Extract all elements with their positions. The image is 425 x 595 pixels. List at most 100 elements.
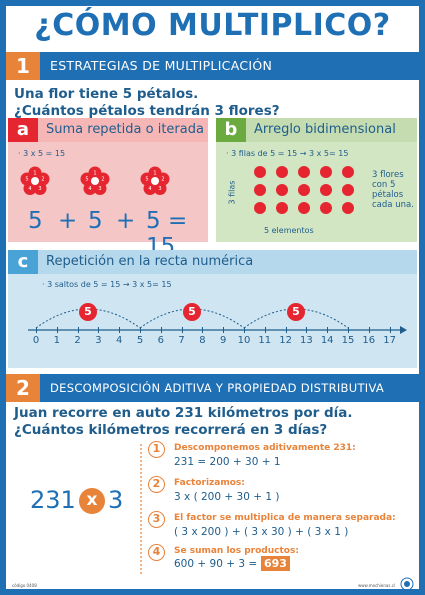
- jump-marker: 5: [79, 303, 97, 321]
- array-dot: [254, 166, 266, 178]
- multiplicand: 231: [30, 486, 76, 514]
- sum-term: 5: [28, 208, 43, 234]
- array-dot: [254, 202, 266, 214]
- number-line-label: 11: [258, 335, 272, 346]
- step-title: Factorizamos:: [174, 478, 245, 488]
- section1-question-2: ¿Cuántos pétalos tendrán 3 flores?: [14, 103, 280, 119]
- number-line-label: 5: [136, 335, 144, 346]
- sum-plus: +: [116, 208, 136, 234]
- svg-text:1: 1: [93, 171, 96, 177]
- panel-c-letter: c: [8, 250, 38, 274]
- array-dot: [254, 184, 266, 196]
- array-dot: [342, 184, 354, 196]
- step-expression: ( 3 x 200 ) + ( 3 x 30 ) + ( 3 x 1 ): [174, 526, 349, 538]
- step-title: Descomponemos aditivamente 231:: [174, 443, 356, 453]
- number-line-label: 3: [95, 335, 102, 346]
- section1-question-1: Una flor tiene 5 pétalos.: [14, 86, 199, 102]
- step-title: El factor se multiplica de manera separa…: [174, 513, 396, 523]
- number-line-tick: [181, 327, 183, 333]
- number-line-tick: [223, 327, 225, 333]
- panel-a-label: Suma repetida o iterada: [46, 122, 204, 137]
- number-line-label: 8: [199, 335, 206, 346]
- section2-question-1: Juan recorre en auto 231 kilómetros por …: [14, 405, 353, 421]
- number-line-label: 4: [116, 335, 123, 346]
- jump-marker: 5: [287, 303, 305, 321]
- svg-text:4: 4: [28, 186, 31, 192]
- page-title: ¿CÓMO MULTIPLICO?: [34, 8, 391, 43]
- final-result: 693: [261, 556, 290, 571]
- section2-header: 2 DESCOMPOSICIÓN ADITIVA Y PROPIEDAD DIS…: [6, 374, 419, 402]
- array-dot: [298, 184, 310, 196]
- number-line-tick: [389, 327, 391, 333]
- svg-text:5: 5: [85, 177, 88, 183]
- sum-plus: +: [58, 208, 78, 234]
- times-sign: x: [79, 488, 105, 514]
- cols-label: 5 elementos: [264, 226, 314, 235]
- panel-a-letter: a: [8, 118, 38, 142]
- svg-text:3: 3: [38, 186, 41, 192]
- panel-c: c Repetición en la recta numérica · 3 sa…: [8, 250, 417, 368]
- panel-c-label: Repetición en la recta numérica: [46, 254, 254, 269]
- section2-question-2: ¿Cuántos kilómetros recorrerá en 3 días?: [14, 422, 328, 438]
- array-dot: [298, 166, 310, 178]
- array-dot: [342, 166, 354, 178]
- rows-label: 3 filas: [227, 180, 237, 205]
- svg-text:4: 4: [88, 186, 91, 192]
- array-dot: [320, 166, 332, 178]
- panel-a-formula: · 3 x 5 = 15: [18, 149, 66, 158]
- number-line-label: 15: [341, 335, 355, 346]
- number-line-tick: [244, 327, 245, 333]
- dotted-connector: [140, 444, 142, 576]
- array-dot: [276, 166, 288, 178]
- number-line-tick: [327, 327, 329, 333]
- number-line-tick: [368, 327, 370, 333]
- array-dot: [342, 202, 354, 214]
- number-line-tick: [306, 327, 308, 333]
- step-title: Se suman los productos:: [174, 546, 299, 556]
- jump-marker: 5: [183, 303, 201, 321]
- array-note: 3 flores con 5 pétalos cada una.: [372, 170, 414, 210]
- flower-icon: 123 45: [20, 166, 50, 195]
- number-line-arcs: [28, 308, 407, 334]
- step-expression: 3 x ( 200 + 30 + 1 ): [174, 491, 280, 503]
- array-dot: [320, 184, 332, 196]
- svg-text:1: 1: [33, 171, 36, 177]
- panel-c-formula: · 3 saltos de 5 = 15 → 3 x 5= 15: [42, 280, 172, 289]
- sum-term: 5: [88, 208, 103, 234]
- number-line-tick: [202, 327, 204, 333]
- number-line-tick: [348, 327, 349, 333]
- svg-text:3: 3: [158, 186, 161, 192]
- step-number: 1: [148, 441, 165, 458]
- number-line-label: 14: [320, 335, 334, 346]
- number-line-label: 16: [362, 335, 376, 346]
- panel-b: b Arreglo bidimensional · 3 filas de 5 =…: [216, 118, 417, 242]
- step-number: 3: [148, 511, 165, 528]
- number-line-label: 9: [220, 335, 227, 346]
- number-line-tick: [36, 327, 37, 333]
- number-line-tick: [285, 327, 287, 333]
- array-dot: [320, 202, 332, 214]
- number-line-tick: [77, 327, 79, 333]
- number-line-label: 0: [32, 335, 40, 346]
- flower-icon: 123 45: [80, 166, 110, 195]
- section2-title: DESCOMPOSICIÓN ADITIVA Y PROPIEDAD DISTR…: [50, 381, 385, 395]
- number-line-label: 1: [53, 335, 60, 346]
- section1-number: 1: [6, 52, 40, 80]
- number-line-label: 2: [74, 335, 81, 346]
- array-dot: [276, 202, 288, 214]
- number-line-tick: [140, 327, 141, 333]
- svg-text:3: 3: [98, 186, 101, 192]
- step-number: 2: [148, 476, 165, 493]
- section1-header: 1 ESTRATEGIAS DE MULTIPLICACIÓN: [6, 52, 419, 80]
- flower-icon: 123 45: [140, 166, 170, 195]
- panel-b-letter: b: [216, 118, 246, 142]
- number-line-label: 13: [300, 335, 313, 346]
- number-line-tick: [119, 327, 121, 333]
- svg-text:5: 5: [25, 177, 28, 183]
- svg-text:5: 5: [145, 177, 148, 183]
- number-line-label: 7: [178, 335, 185, 346]
- svg-text:2: 2: [101, 177, 104, 183]
- section1-title: ESTRATEGIAS DE MULTIPLICACIÓN: [50, 58, 273, 73]
- publisher-logo-icon: [400, 577, 414, 591]
- svg-text:2: 2: [41, 177, 44, 183]
